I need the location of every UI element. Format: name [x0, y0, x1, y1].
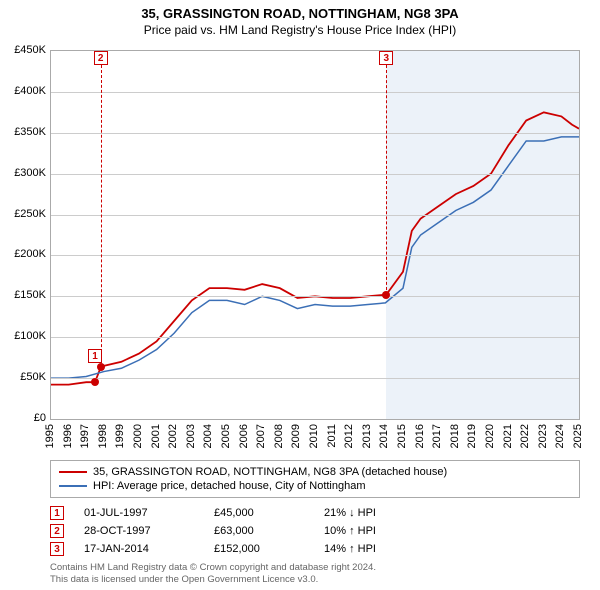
legend-swatch: [59, 471, 87, 473]
legend-swatch: [59, 485, 87, 487]
x-tick-label: 2003: [185, 424, 197, 448]
y-tick-label: £0: [4, 412, 46, 424]
y-tick-label: £50K: [4, 371, 46, 383]
x-tick-label: 2014: [378, 424, 390, 448]
legend-item: 35, GRASSINGTON ROAD, NOTTINGHAM, NG8 3P…: [59, 465, 571, 479]
x-tick-label: 2017: [431, 424, 443, 448]
x-tick-label: 2008: [273, 424, 285, 448]
event-date: 17-JAN-2014: [84, 543, 204, 555]
x-tick-label: 2012: [343, 424, 355, 448]
event-row: 1 01-JUL-1997 £45,000 21% ↓ HPI: [50, 504, 580, 522]
event-pct: 14% ↑ HPI: [324, 543, 580, 555]
footer-line: This data is licensed under the Open Gov…: [50, 574, 580, 586]
marker-label: 2: [94, 51, 108, 65]
marker-label: 3: [379, 51, 393, 65]
event-marker: 2: [50, 524, 64, 538]
chart-subtitle: Price paid vs. HM Land Registry's House …: [0, 21, 600, 41]
x-tick-label: 2018: [449, 424, 461, 448]
footer-line: Contains HM Land Registry data © Crown c…: [50, 562, 580, 574]
legend: 35, GRASSINGTON ROAD, NOTTINGHAM, NG8 3P…: [50, 460, 580, 498]
x-tick-label: 2013: [361, 424, 373, 448]
x-tick-label: 2024: [554, 424, 566, 448]
legend-item: HPI: Average price, detached house, City…: [59, 479, 571, 493]
chart-root: 35, GRASSINGTON ROAD, NOTTINGHAM, NG8 3P…: [0, 0, 600, 590]
event-price: £152,000: [214, 543, 314, 555]
x-tick-label: 2020: [484, 424, 496, 448]
y-gridline: [51, 337, 579, 338]
y-tick-label: £250K: [4, 208, 46, 220]
y-tick-label: £100K: [4, 330, 46, 342]
y-tick-label: £400K: [4, 85, 46, 97]
y-gridline: [51, 92, 579, 93]
y-tick-label: £350K: [4, 126, 46, 138]
x-tick-label: 2000: [132, 424, 144, 448]
x-tick-label: 2006: [238, 424, 250, 448]
event-row: 2 28-OCT-1997 £63,000 10% ↑ HPI: [50, 522, 580, 540]
legend-label: 35, GRASSINGTON ROAD, NOTTINGHAM, NG8 3P…: [93, 466, 447, 478]
series-line: [51, 112, 579, 384]
y-gridline: [51, 133, 579, 134]
marker-dot: [91, 378, 99, 386]
footer-attribution: Contains HM Land Registry data © Crown c…: [50, 562, 580, 586]
event-price: £45,000: [214, 507, 314, 519]
y-gridline: [51, 174, 579, 175]
x-tick-label: 2015: [396, 424, 408, 448]
y-gridline: [51, 255, 579, 256]
y-tick-label: £150K: [4, 289, 46, 301]
x-tick-label: 2016: [414, 424, 426, 448]
y-tick-label: £450K: [4, 44, 46, 56]
legend-label: HPI: Average price, detached house, City…: [93, 480, 366, 492]
x-tick-label: 1997: [79, 424, 91, 448]
x-tick-label: 2025: [572, 424, 584, 448]
x-tick-label: 1998: [97, 424, 109, 448]
x-tick-label: 2002: [167, 424, 179, 448]
chart-title: 35, GRASSINGTON ROAD, NOTTINGHAM, NG8 3P…: [0, 0, 600, 21]
marker-guideline: [101, 65, 102, 367]
y-gridline: [51, 215, 579, 216]
x-tick-label: 2022: [519, 424, 531, 448]
event-row: 3 17-JAN-2014 £152,000 14% ↑ HPI: [50, 540, 580, 558]
event-pct: 10% ↑ HPI: [324, 525, 580, 537]
plot-area: 123: [50, 50, 580, 420]
x-tick-label: 2007: [255, 424, 267, 448]
x-tick-label: 2019: [466, 424, 478, 448]
event-price: £63,000: [214, 525, 314, 537]
x-tick-label: 2004: [202, 424, 214, 448]
event-marker: 3: [50, 542, 64, 556]
x-tick-label: 2011: [326, 424, 338, 448]
event-marker: 1: [50, 506, 64, 520]
y-gridline: [51, 296, 579, 297]
x-tick-label: 2021: [502, 424, 514, 448]
y-tick-label: £300K: [4, 167, 46, 179]
marker-guideline: [386, 65, 387, 295]
events-table: 1 01-JUL-1997 £45,000 21% ↓ HPI 2 28-OCT-1997…: [50, 504, 580, 558]
x-tick-label: 2001: [150, 424, 162, 448]
event-date: 01-JUL-1997: [84, 507, 204, 519]
x-tick-label: 2005: [220, 424, 232, 448]
x-tick-label: 1996: [62, 424, 74, 448]
y-tick-label: £200K: [4, 248, 46, 260]
x-tick-label: 2009: [290, 424, 302, 448]
x-tick-label: 2023: [537, 424, 549, 448]
series-lines: [51, 51, 579, 419]
event-date: 28-OCT-1997: [84, 525, 204, 537]
y-gridline: [51, 378, 579, 379]
x-tick-label: 2010: [308, 424, 320, 448]
x-tick-label: 1995: [44, 424, 56, 448]
event-pct: 21% ↓ HPI: [324, 507, 580, 519]
x-tick-label: 1999: [114, 424, 126, 448]
